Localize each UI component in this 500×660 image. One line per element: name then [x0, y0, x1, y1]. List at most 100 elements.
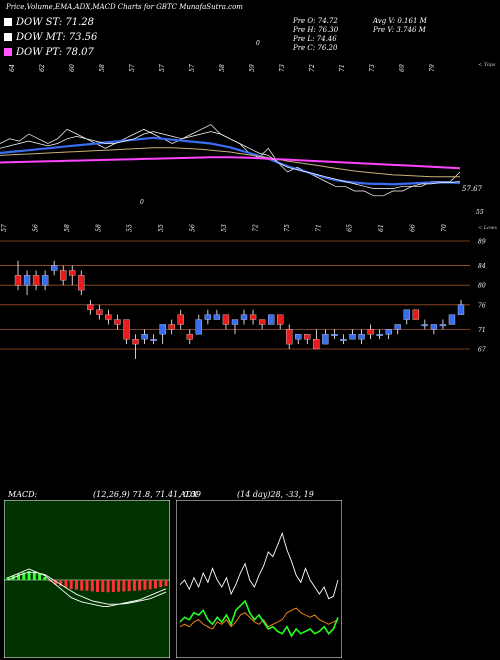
macd-histogram-bar: [80, 580, 84, 591]
adx-line: [179, 531, 339, 600]
macd-histogram-bar: [69, 580, 73, 589]
plus-di-line: [179, 599, 339, 638]
candle-down: [60, 270, 67, 281]
macd-histogram-bar: [127, 580, 131, 592]
price-axis-label: 76: [478, 302, 486, 309]
macd-histogram-bar: [22, 572, 26, 580]
candle-up: [51, 265, 58, 271]
macd-histogram-bar: [111, 580, 115, 592]
price-axis-label: 80: [478, 283, 486, 290]
ema-panel: 64 62 60 58 57 57 57 58 59 73 72 71 73 69 79 < Tops 57 56…: [0, 40, 497, 232]
ema-axis-label: 55: [476, 209, 484, 216]
candle-down: [114, 319, 121, 325]
candle-up: [340, 339, 347, 341]
stray-label: 0: [140, 199, 144, 206]
minus-di-line: [179, 607, 339, 630]
candle-down: [186, 334, 193, 340]
macd-histogram-bar: [164, 580, 168, 586]
candle-up: [394, 324, 401, 330]
top-tick-label: 73: [279, 64, 286, 72]
ema-pink-line: [0, 156, 461, 170]
macd-histogram-bar: [74, 580, 78, 590]
candle-up: [331, 334, 338, 336]
top-tick-label: 69: [399, 64, 406, 72]
macd-histogram-bar: [122, 580, 126, 592]
candle-down: [168, 324, 175, 330]
macd-histogram-bar: [64, 580, 68, 588]
macd-histogram-bar: [17, 574, 21, 580]
bottom-tick-label: 56: [190, 224, 197, 232]
candle-down: [286, 329, 293, 345]
candle-up: [322, 334, 329, 345]
macd-histogram-bar: [27, 571, 31, 580]
bottom-tick-label: 56: [32, 224, 39, 232]
macd-histogram-bar: [43, 577, 47, 580]
adx-params: (14 day)28, -33, 19: [237, 490, 314, 499]
bottom-tick-label: 65: [347, 224, 354, 232]
candle-down: [132, 339, 139, 345]
macd-histogram-bar: [90, 580, 94, 592]
candle-down: [87, 304, 94, 310]
candle-down: [69, 270, 76, 276]
price-axis-label: 71: [478, 327, 486, 334]
macd-histogram-bar: [106, 580, 110, 593]
price-axis-label: 84: [478, 263, 486, 270]
candle-up: [41, 275, 49, 286]
candle-down: [177, 314, 184, 325]
macd-histogram-bar: [143, 580, 147, 590]
price-panel: 89 84 80 76 71 67: [0, 239, 486, 359]
candle-up: [439, 324, 447, 327]
macd-histogram-bar: [148, 580, 152, 590]
stray-label: 0: [256, 40, 260, 47]
adx-label: ADX: [180, 490, 198, 499]
bottom-tick-label: 58: [95, 224, 102, 232]
price-axis-label: 89: [478, 239, 486, 246]
candle-down: [96, 309, 103, 315]
macd-histogram-bar: [85, 580, 89, 591]
bottom-tick-label: 61: [378, 224, 385, 232]
macd-line: [7, 568, 167, 607]
bottom-tick-label: 55: [158, 224, 165, 232]
legend-dow-pt: DOW PT: 78.07: [4, 47, 94, 58]
top-tick-label: 58: [219, 64, 226, 72]
info-pre-close: Pre C: 76.20: [293, 44, 338, 52]
candle-down: [412, 309, 419, 320]
macd-histogram-bar: [59, 580, 63, 586]
candle-up: [376, 334, 383, 336]
candle-up: [295, 334, 302, 340]
candle-up: [195, 319, 202, 335]
info-avg-volume: Avg V: 0.161 M: [373, 17, 427, 25]
top-tick-label: 60: [69, 64, 76, 72]
candle-up: [403, 309, 410, 320]
candle-up: [213, 314, 221, 320]
macd-background: [4, 500, 170, 658]
top-tick-label: 62: [39, 64, 46, 72]
info-pre-volume: Pre V: 3.746 M: [373, 26, 426, 34]
candle-up: [358, 334, 365, 340]
info-pre-low: Pre L: 74.46: [293, 35, 337, 43]
candle-down: [277, 314, 284, 325]
tops-label: < Tops: [478, 62, 496, 68]
top-tick-label: 71: [339, 64, 346, 72]
adx-background: [176, 500, 342, 658]
info-pre-open: Pre O: 74.72: [293, 17, 338, 25]
candle-down: [105, 314, 112, 320]
macd-histogram-bar: [96, 580, 100, 592]
info-pre-high: Pre H: 76.30: [293, 26, 339, 34]
legend-dow-mt: DOW MT: 73.56: [4, 32, 97, 43]
bottom-tick-label: 72: [252, 224, 259, 232]
macd-histogram-bar: [53, 580, 57, 585]
candle-down: [78, 275, 85, 291]
ema-tan-line: [0, 147, 460, 178]
macd-histogram-bar: [6, 577, 10, 580]
macd-histogram-bar: [48, 580, 52, 582]
legend-swatch-icon: [4, 33, 12, 41]
top-tick-label: 79: [429, 64, 436, 72]
top-tick-label: 73: [369, 64, 376, 72]
macd-signal-line: [7, 571, 167, 605]
candle-up: [141, 334, 148, 340]
bottom-tick-label: 53: [221, 224, 228, 232]
macd-label: MACD:: [8, 490, 38, 499]
ema-blue-line: [0, 136, 461, 186]
